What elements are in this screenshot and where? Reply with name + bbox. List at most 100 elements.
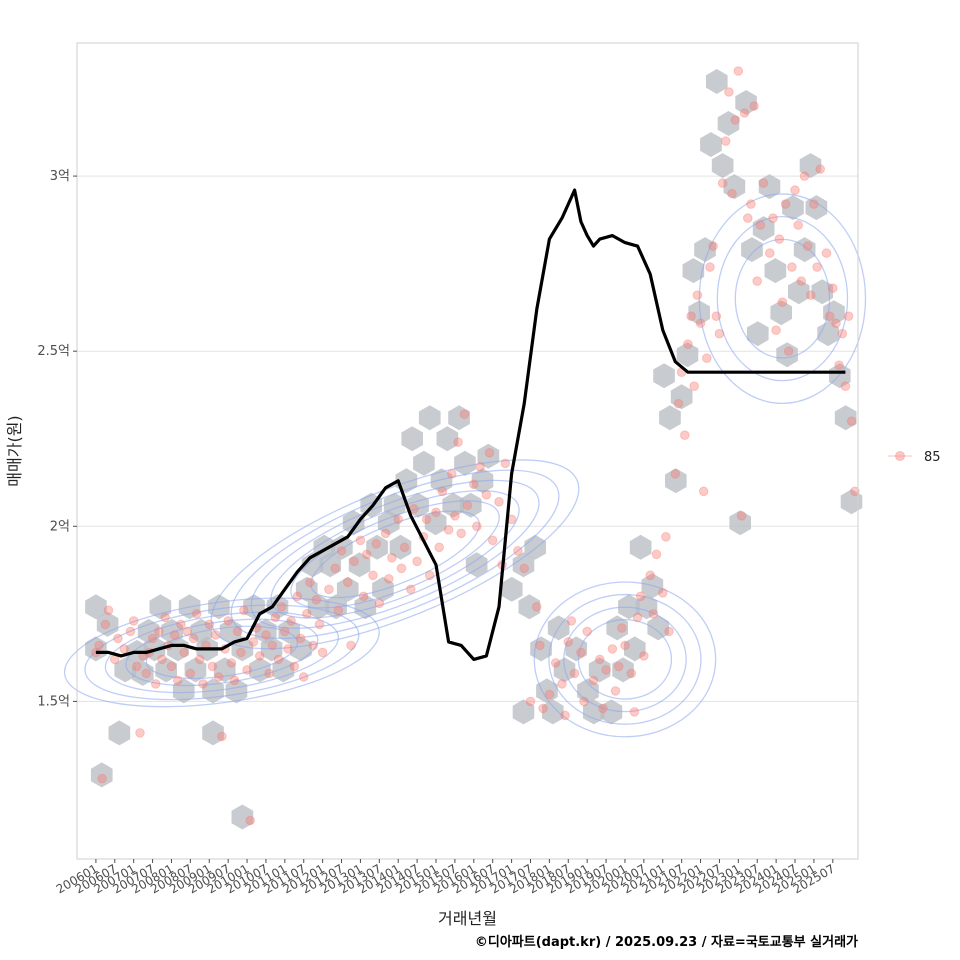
- density-contour: [698, 193, 867, 405]
- hexbin: [184, 657, 207, 683]
- hexbin: [401, 426, 423, 452]
- data-point: [100, 619, 111, 630]
- data-point: [317, 647, 328, 658]
- data-point: [680, 430, 690, 441]
- data-point: [179, 647, 189, 658]
- hexbin: [149, 594, 172, 620]
- density-contour: [290, 500, 500, 609]
- data-point: [484, 448, 495, 458]
- hexbin: [225, 678, 248, 704]
- data-point: [157, 654, 167, 665]
- data-point: [207, 661, 218, 672]
- legend-key-point: [895, 451, 905, 461]
- data-point: [358, 591, 369, 602]
- data-point: [308, 640, 319, 651]
- hexbin: [665, 468, 687, 494]
- hexbin: [295, 576, 318, 602]
- data-point: [176, 619, 186, 630]
- hexbin: [114, 657, 136, 683]
- hexbin: [711, 153, 734, 179]
- data-point: [686, 311, 696, 322]
- data-point: [195, 654, 205, 665]
- data-point: [632, 612, 643, 623]
- hexbin: [817, 321, 839, 347]
- hexbin: [413, 450, 435, 476]
- hexbin: [96, 611, 119, 637]
- data-point: [343, 577, 353, 588]
- data-point: [812, 262, 822, 272]
- density-contour: [716, 216, 849, 382]
- hexbin: [676, 342, 699, 368]
- data-point: [198, 679, 208, 689]
- y-tick-label: 3억: [50, 169, 70, 184]
- data-point: [736, 511, 747, 521]
- data-point: [169, 630, 180, 640]
- data-point: [698, 486, 709, 497]
- hexbin: [764, 258, 787, 284]
- data-point: [566, 616, 577, 626]
- data-point: [651, 549, 662, 560]
- data-point: [330, 563, 341, 574]
- data-point: [588, 675, 599, 686]
- legend-label: 85: [924, 450, 941, 465]
- data-point: [576, 647, 586, 658]
- data-point: [793, 220, 804, 230]
- data-point: [538, 703, 548, 714]
- data-point: [236, 647, 246, 658]
- data-point: [494, 497, 504, 507]
- data-point: [421, 514, 432, 525]
- data-point: [226, 658, 237, 668]
- data-point: [311, 595, 322, 605]
- data-point: [481, 490, 492, 500]
- data-point: [730, 115, 741, 125]
- data-point: [582, 626, 593, 637]
- data-point: [254, 651, 265, 661]
- data-point: [456, 528, 467, 539]
- data-point: [469, 479, 479, 490]
- y-tick-label: 2.5억: [37, 344, 70, 359]
- data-point: [264, 668, 274, 679]
- hexbin: [336, 576, 359, 602]
- density-contour: [210, 459, 580, 650]
- data-point: [182, 626, 192, 637]
- data-point: [355, 535, 366, 546]
- hexbin: [454, 450, 476, 476]
- data-point: [550, 658, 561, 668]
- data-point: [777, 297, 788, 308]
- data-point: [648, 609, 659, 619]
- data-point: [532, 602, 542, 612]
- data-point: [535, 640, 545, 651]
- hexbin: [448, 405, 470, 431]
- data-point: [406, 584, 416, 595]
- data-point: [289, 661, 300, 672]
- data-point: [500, 458, 511, 469]
- data-point: [166, 661, 177, 672]
- hexbin: [799, 153, 822, 179]
- data-point: [472, 521, 482, 532]
- data-point: [305, 577, 315, 588]
- data-point: [94, 640, 104, 651]
- data-point: [815, 164, 826, 174]
- data-point: [191, 609, 202, 619]
- data-point: [239, 605, 249, 616]
- data-point: [613, 661, 624, 672]
- data-point: [459, 409, 470, 420]
- data-point: [213, 672, 224, 682]
- data-point: [824, 311, 835, 322]
- grid-lines: [77, 175, 858, 702]
- data-point: [617, 623, 627, 633]
- data-point: [607, 644, 618, 654]
- data-point: [809, 199, 819, 209]
- data-point: [743, 213, 753, 223]
- hexbin: [735, 90, 757, 115]
- data-point: [141, 668, 152, 679]
- data-point: [487, 535, 498, 546]
- moving-average-path: [95, 188, 846, 661]
- data-point: [635, 591, 646, 602]
- data-point: [424, 570, 435, 581]
- data-point: [302, 609, 312, 619]
- data-point: [232, 626, 243, 637]
- x-axis-title: 거래년월: [438, 909, 497, 928]
- data-point: [160, 612, 170, 623]
